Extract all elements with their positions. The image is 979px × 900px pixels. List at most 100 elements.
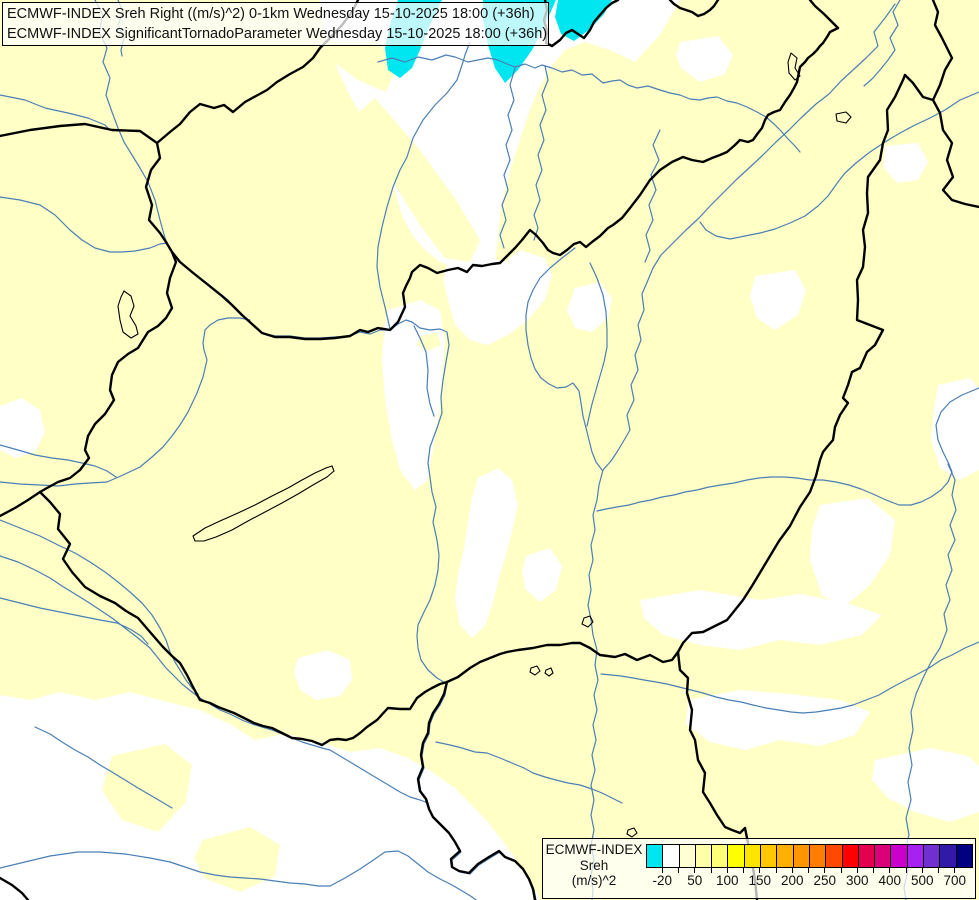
- contour-white-area: [872, 748, 979, 822]
- river-zagyva: [525, 247, 603, 471]
- river-drava: [0, 555, 429, 804]
- legend-title-model: ECMWF-INDEX: [545, 842, 643, 857]
- legend-tick: [856, 868, 858, 873]
- legend-tick-label: 200: [780, 873, 804, 888]
- lake-small: [544, 667, 554, 677]
- legend-color-cell: [761, 845, 778, 867]
- contour-yellow-area: [322, 42, 396, 92]
- border-hu-ro: [676, 73, 907, 654]
- legend-color-cell: [793, 845, 810, 867]
- border-si-hr: [0, 876, 30, 900]
- legend-tick-label: 50: [687, 873, 703, 888]
- legend-titles: ECMWF-INDEX Sreh (m/s)^2: [543, 842, 645, 889]
- legend-tick-label: 500: [910, 873, 934, 888]
- title-line-2: ECMWF-INDEX SignificantTornadoParameter …: [7, 26, 548, 42]
- river-danube: [0, 196, 173, 253]
- contour-white-area: [686, 690, 870, 750]
- river-stream: [863, 0, 901, 87]
- legend-title-parameter: Sreh: [579, 857, 609, 873]
- river-danube: [171, 251, 413, 339]
- contour-white-area: [522, 548, 562, 602]
- contour-white-area: [567, 282, 612, 332]
- lakes: [117, 52, 852, 838]
- contour-yellow-area: [194, 827, 280, 892]
- legend-ticks: [646, 868, 971, 873]
- river-maros: [600, 641, 979, 714]
- legend-tick: [905, 868, 907, 873]
- legend-color-cell: [891, 845, 908, 867]
- legend-tick: [661, 868, 663, 873]
- legend-tick: [678, 868, 679, 873]
- legend-tick-label: 300: [845, 873, 869, 888]
- legend-tick-label: 100: [715, 873, 739, 888]
- river-tarna: [586, 262, 608, 427]
- border-at-si: [0, 490, 42, 518]
- legend-box: ECMWF-INDEX Sreh (m/s)^2 -20 50 100 150 200 2…: [542, 838, 976, 899]
- river-tisza: [587, 3, 896, 900]
- legend-color-cell: [728, 845, 745, 867]
- legend-color-cell: [826, 845, 843, 867]
- legend-labels: -20 50 100 150 200 250 300 400 500 700: [646, 873, 971, 891]
- legend-color-cell: [875, 845, 892, 867]
- legend-color-cell: [809, 845, 827, 867]
- title-line-1: ECMWF-INDEX Sreh Right ((m/s)^2) 0-1km W…: [7, 6, 535, 22]
- legend-tick: [873, 868, 874, 873]
- river-koros-branch: [943, 463, 957, 631]
- contour-white-area: [676, 36, 733, 82]
- contour-white-area: [750, 270, 806, 330]
- lake-balaton: [192, 465, 335, 542]
- legend-tick: [775, 868, 777, 873]
- legend-tick: [726, 868, 728, 873]
- border-at-sk: [144, 141, 174, 254]
- river-mura: [0, 519, 199, 695]
- river-dyje: [0, 94, 111, 131]
- border-sk-ua: [808, 0, 840, 30]
- legend-color-cell: [940, 845, 957, 867]
- contour-white-area: [0, 692, 540, 900]
- border-ua: [931, 0, 954, 102]
- contour-white-area: [443, 250, 552, 345]
- river-stream: [533, 65, 549, 241]
- legend-color-cell: [956, 845, 972, 867]
- border-pl-sk: [668, 0, 720, 18]
- legend-color-cell: [647, 845, 664, 867]
- contour-white-area: [640, 590, 882, 650]
- lake-small: [529, 665, 541, 676]
- river-nitra: [499, 67, 516, 249]
- border-hu-hr: [38, 490, 449, 747]
- legend-tick: [808, 868, 809, 873]
- legend-color-cell: [679, 845, 696, 867]
- border-ua-ro: [903, 73, 979, 209]
- river-sava: [0, 850, 477, 900]
- legend-tick: [889, 868, 891, 873]
- legend-tick: [743, 868, 744, 873]
- legend-tick-label: -20: [652, 873, 673, 888]
- lake-small: [581, 615, 594, 628]
- border-hu-rs: [445, 641, 680, 684]
- river-vah: [376, 41, 471, 330]
- legend-tick: [694, 868, 696, 873]
- legend-tick-label: 400: [878, 873, 902, 888]
- lake-neusiedl: [117, 290, 139, 339]
- river-stream: [0, 597, 149, 645]
- legend-color-cell: [744, 845, 762, 867]
- lake-small: [626, 827, 638, 838]
- river-hron: [377, 54, 801, 153]
- legend-color-cell: [858, 845, 876, 867]
- legend-title-units: (m/s)^2: [571, 873, 617, 888]
- legend-color-cell: [695, 845, 713, 867]
- legend-color-cell: [907, 845, 925, 867]
- legend-colorbar: [646, 844, 973, 868]
- legend-tick-label: 700: [943, 873, 967, 888]
- river-stream: [0, 444, 117, 478]
- legend-color-cell: [924, 845, 941, 867]
- legend-tick-label: 150: [748, 873, 772, 888]
- contour-yellow-area: [352, 98, 480, 262]
- legend-tick: [840, 868, 842, 873]
- yellow-contour-islands: [102, 42, 480, 892]
- legend-tick: [921, 868, 923, 873]
- legend-tick: [824, 868, 826, 873]
- contour-white-area: [931, 378, 979, 480]
- river-branch: [413, 325, 435, 417]
